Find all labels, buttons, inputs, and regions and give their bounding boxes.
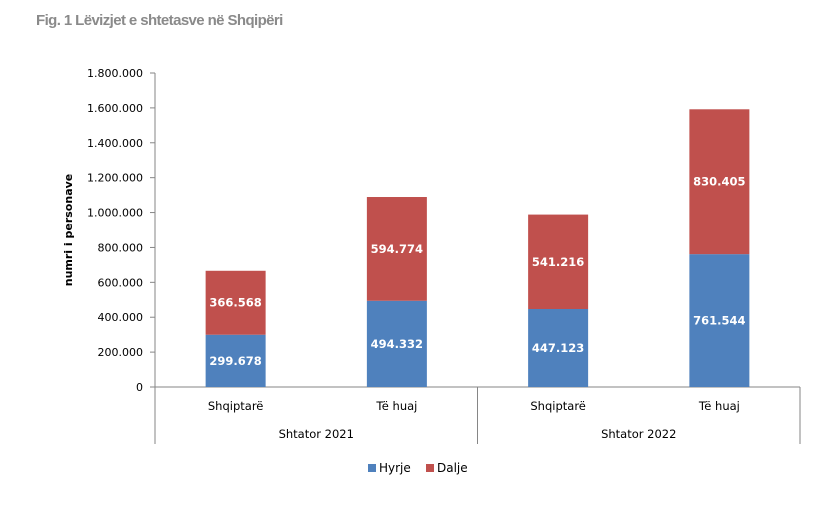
data-label: 366.568 bbox=[209, 296, 261, 310]
legend: Hyrje Dalje bbox=[368, 461, 468, 475]
bar-segment-dalje bbox=[528, 214, 589, 310]
bar-segment-hyrje bbox=[689, 254, 750, 387]
x-axis-categories: Shqiptarë Të huaj Shqiptarë Të huaj bbox=[208, 399, 740, 413]
x-category-label: Të huaj bbox=[375, 399, 417, 413]
figure-title: Fig. 1 Lëvizjet e shtetasve në Shqipëri bbox=[36, 12, 283, 29]
y-tick-label: 1.600.000 bbox=[87, 102, 143, 115]
bar-segment-dalje bbox=[689, 109, 750, 255]
y-axis-ticks: 0 200.000 400.000 600.000 800.000 1.000.000 1.… bbox=[87, 67, 155, 394]
x-group-label: Shtator 2021 bbox=[279, 427, 354, 441]
legend-swatch-hyrje bbox=[368, 464, 376, 472]
x-group-label: Shtator 2022 bbox=[601, 427, 676, 441]
data-label: 830.405 bbox=[693, 175, 745, 189]
legend-swatch-dalje bbox=[426, 464, 434, 472]
y-axis-label: numri i personave bbox=[62, 174, 75, 287]
y-tick-label: 1.000.000 bbox=[87, 207, 143, 220]
data-label: 594.774 bbox=[371, 242, 423, 256]
data-label: 761.544 bbox=[693, 314, 745, 328]
y-tick-label: 600.000 bbox=[98, 276, 144, 289]
bar-segment-dalje bbox=[366, 197, 427, 301]
x-axis-groups: Shtator 2021 Shtator 2022 bbox=[154, 387, 801, 444]
y-tick-label: 1.400.000 bbox=[87, 137, 143, 150]
legend-label-hyrje: Hyrje bbox=[379, 461, 411, 475]
data-label: 494.332 bbox=[371, 337, 423, 351]
y-tick-label: 0 bbox=[136, 381, 143, 394]
y-tick-label: 400.000 bbox=[98, 311, 144, 324]
bar-segment-hyrje bbox=[366, 300, 427, 387]
legend-label-dalje: Dalje bbox=[437, 461, 468, 475]
bars: 299.678 366.568 494.332 594.774 447.123 541.2… bbox=[205, 109, 750, 387]
data-label: 541.216 bbox=[532, 255, 584, 269]
x-category-label: Të huaj bbox=[698, 399, 740, 413]
y-tick-label: 800.000 bbox=[98, 241, 144, 254]
bar-segment-dalje bbox=[205, 270, 266, 335]
x-category-label: Shqiptarë bbox=[208, 399, 264, 413]
bar-segment-hyrje bbox=[528, 309, 589, 387]
y-tick-label: 1.200.000 bbox=[87, 172, 143, 185]
bar-segment-hyrje bbox=[205, 334, 266, 387]
y-tick-label: 200.000 bbox=[98, 346, 144, 359]
x-category-label: Shqiptarë bbox=[530, 399, 586, 413]
data-label: 299.678 bbox=[209, 354, 261, 368]
y-tick-label: 1.800.000 bbox=[87, 67, 143, 80]
data-label: 447.123 bbox=[532, 341, 584, 355]
